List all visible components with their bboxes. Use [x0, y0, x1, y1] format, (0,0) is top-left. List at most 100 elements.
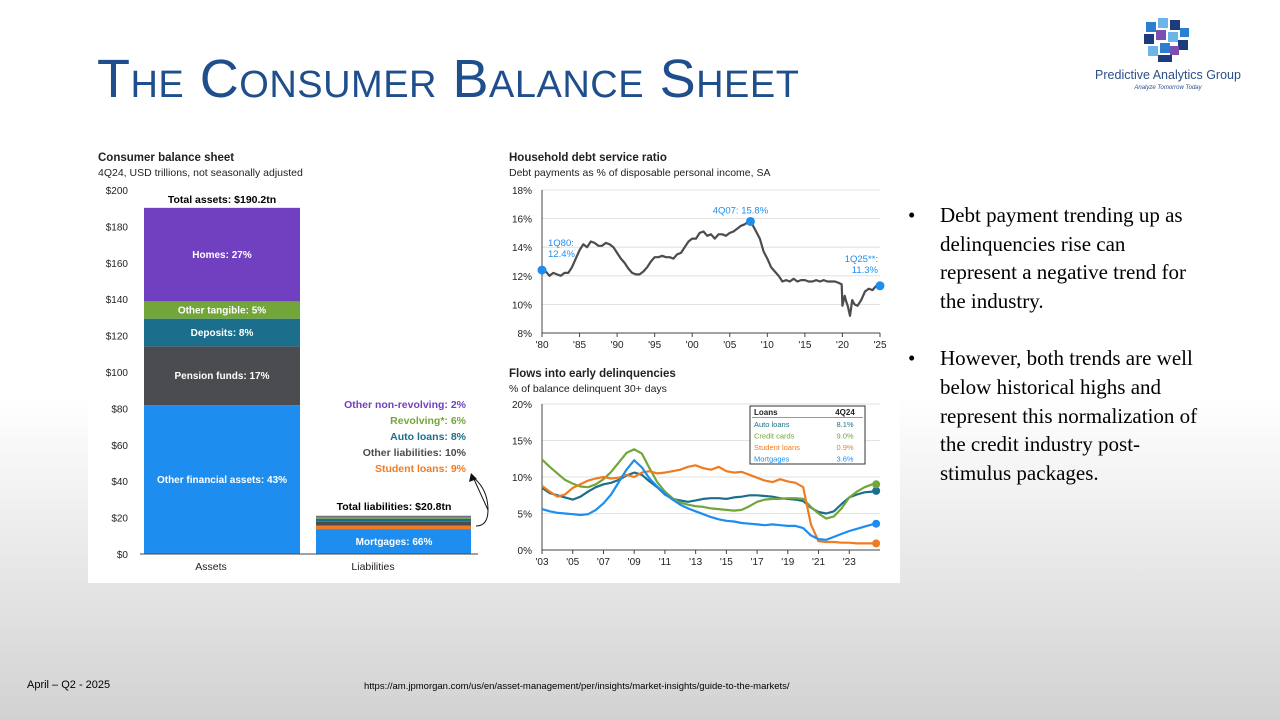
chart3-legend-value: 8.1%	[836, 420, 853, 429]
chart3-xtick-label: '19	[781, 557, 794, 568]
assets-total-label: Total assets: $190.2tn	[168, 194, 276, 206]
chart3-end-marker	[872, 519, 881, 528]
chart2-xtick-label: '85	[573, 340, 586, 351]
assets-segment-label: Pension funds: 17%	[174, 371, 269, 382]
liabilities-bar-segment	[316, 516, 471, 519]
chart2-xtick-label: '25	[873, 340, 886, 351]
puzzle-globe-icon	[1144, 18, 1189, 62]
assets-segment-label: Homes: 27%	[192, 250, 252, 261]
assets-segment-label: Other tangible: 5%	[178, 306, 266, 317]
chart1-ytick-label: $120	[106, 332, 129, 343]
chart3-legend-header: Loans	[754, 408, 778, 417]
assets-bar-segment	[144, 346, 300, 406]
chart2-annotation-label: 1Q25**:	[845, 254, 878, 265]
chart3-xtick-label: '11	[659, 557, 672, 568]
chart2-annotation-label: 1Q80:	[548, 238, 574, 249]
chart3-legend-item: Student loans	[754, 443, 800, 452]
liabilities-callout-label: Other non-revolving: 2%	[344, 399, 467, 411]
chart1-category-label: Assets	[195, 561, 227, 573]
chart3-xtick-label: '03	[535, 557, 548, 568]
chart1-ytick-label: $0	[117, 550, 129, 561]
callout-bracket	[473, 477, 489, 527]
logo-name: Predictive Analytics Group	[1095, 68, 1241, 82]
chart2-ytick-label: 12%	[512, 272, 532, 283]
liabilities-callout-label: Student loans: 9%	[375, 463, 467, 475]
liabilities-callout-label: Other liabilities: 10%	[363, 447, 467, 459]
callout-arrow-line	[472, 476, 489, 511]
chart1-category-label: Liabilities	[351, 561, 394, 573]
chart2-xtick-label: '90	[611, 340, 624, 351]
bullet-marker: •	[908, 203, 916, 227]
chart2-annotation-marker	[745, 216, 755, 226]
chart3-ytick-label: 10%	[512, 473, 532, 484]
chart3-series-line	[541, 459, 877, 541]
bullet-list: • Debt payment trending up as delinquenci…	[908, 201, 1198, 516]
chart2-xtick-label: '10	[761, 340, 774, 351]
chart2-xtick-label: '80	[535, 340, 548, 351]
chart1-ytick-label: $40	[111, 477, 128, 488]
chart1-ytick-label: $100	[106, 368, 129, 379]
liabilities-bar-segment	[316, 529, 471, 554]
liabilities-bar-segment	[316, 521, 471, 526]
logo-tagline: Analyze Tomorrow Today	[1134, 85, 1202, 91]
bullet-marker: •	[908, 346, 916, 371]
chart1-ytick-label: $200	[106, 186, 129, 197]
chart1-ytick-label: $160	[106, 259, 129, 270]
chart3-ytick-label: 15%	[512, 437, 532, 448]
chart3-series-line	[541, 464, 877, 545]
charts-figure: Consumer balance sheet 4Q24, USD trillion…	[98, 152, 887, 573]
footer-source-url: https://am.jpmorgan.com/us/en/asset-mana…	[364, 681, 790, 692]
chart1-title: Consumer balance sheet	[98, 152, 234, 164]
chart3-xtick-label: '07	[597, 557, 610, 568]
charts-panel: Consumer balance sheet 4Q24, USD trillion…	[88, 150, 900, 583]
chart2-ytick-label: 18%	[512, 186, 532, 197]
liabilities-bar-segment	[316, 525, 471, 530]
chart3-legend-value: 9.0%	[836, 432, 853, 441]
chart3-legend-item: Auto loans	[754, 420, 790, 429]
chart2-xtick-label: '20	[836, 340, 849, 351]
liabilities-total-label: Total liabilities: $20.8tn	[337, 501, 452, 513]
chart2-annotation-label: 4Q07: 15.8%	[713, 205, 769, 216]
chart2-series-line	[541, 220, 880, 317]
slide-title: The Consumer Balance Sheet	[97, 49, 800, 109]
callout-arrowhead	[469, 473, 477, 482]
chart3-legend-value: 0.9%	[836, 443, 853, 452]
chart3-xtick-label: '15	[720, 557, 733, 568]
chart1-ytick-label: $60	[111, 441, 128, 452]
chart3-end-marker	[872, 539, 881, 548]
chart3-legend-item: Mortgages	[754, 455, 790, 464]
company-logo: Predictive Analytics Group Analyze Tomor…	[1088, 16, 1248, 96]
bullet-item: • However, both trends are well below his…	[908, 344, 1198, 487]
chart2-ytick-label: 8%	[518, 329, 533, 340]
chart2-annotation-marker	[537, 265, 547, 275]
liabilities-bar-segment	[316, 515, 471, 517]
chart3-legend-header-value: 4Q24	[835, 408, 855, 417]
chart1-ytick-label: $80	[111, 404, 128, 415]
chart3-xtick-label: '05	[566, 557, 579, 568]
footer-date: April – Q2 - 2025	[27, 679, 111, 691]
chart1-ytick-label: $20	[111, 514, 128, 525]
chart2-xtick-label: '05	[723, 340, 736, 351]
chart3-xtick-label: '17	[751, 557, 764, 568]
chart3-ytick-label: 5%	[518, 510, 533, 521]
liabilities-callout-label: Auto loans: 8%	[390, 431, 467, 443]
chart2-xtick-label: '95	[648, 340, 661, 351]
chart2-annotation-label: 11.3%	[852, 265, 879, 276]
liabilities-bar-segment	[316, 518, 471, 522]
chart2-ytick-label: 14%	[512, 243, 532, 254]
chart3-legend-value: 3.6%	[836, 455, 853, 464]
chart3-xtick-label: '13	[689, 557, 702, 568]
bullet-text: However, both trends are well below hist…	[940, 346, 1198, 485]
assets-bar-segment	[144, 405, 300, 554]
chart3-xtick-label: '23	[843, 557, 856, 568]
chart2-ytick-label: 10%	[512, 300, 532, 311]
chart2-annotation-label: 12.4%	[548, 249, 575, 260]
assets-bar-segment	[144, 318, 300, 347]
assets-segment-label: Other financial assets: 43%	[157, 475, 287, 486]
chart3-ytick-label: 20%	[512, 400, 532, 411]
chart2-annotation-marker	[875, 281, 885, 291]
chart2-title: Household debt service ratio	[509, 152, 667, 164]
bullet-text: Debt payment trending up as delinquencie…	[940, 203, 1187, 313]
chart2-subtitle: Debt payments as % of disposable persona…	[509, 167, 770, 179]
chart1-subtitle: 4Q24, USD trillions, not seasonally adju…	[98, 167, 303, 179]
